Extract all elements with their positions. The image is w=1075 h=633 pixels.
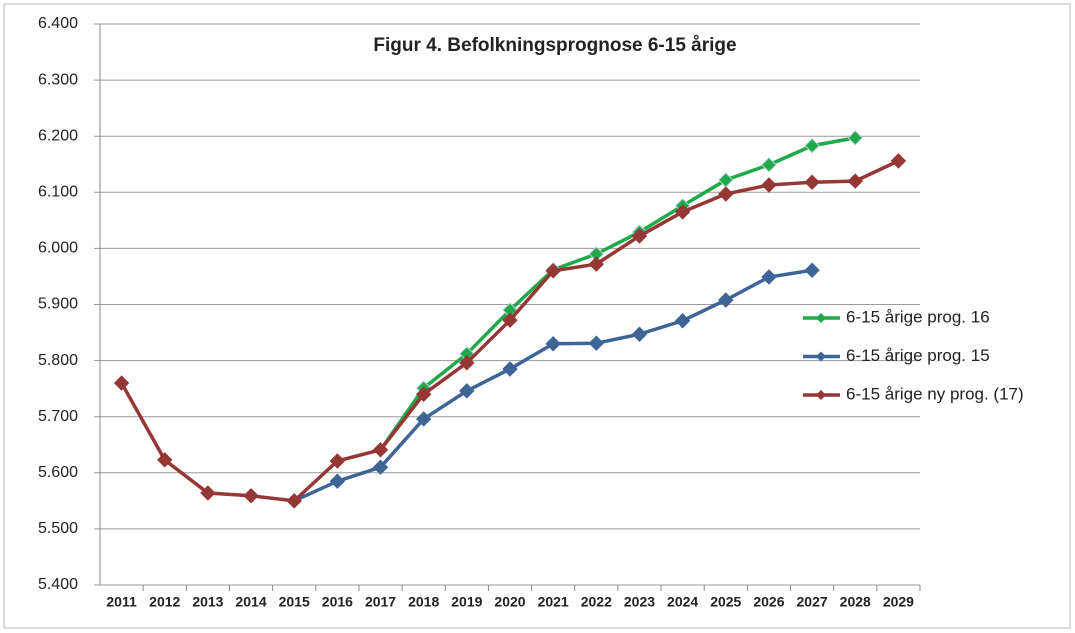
legend-marker: [816, 313, 826, 323]
marker: [545, 336, 561, 352]
x-tick-label: 2024: [667, 594, 698, 610]
marker: [804, 138, 820, 154]
x-tick-label: 2015: [279, 594, 310, 610]
marker: [415, 386, 432, 402]
x-tick-label: 2014: [235, 594, 266, 610]
y-tick-label: 5.800: [38, 352, 78, 369]
marker: [674, 313, 691, 329]
x-tick-label: 2025: [710, 594, 741, 610]
x-tick-label: 2026: [753, 594, 784, 610]
marker: [588, 256, 605, 272]
marker: [761, 157, 777, 173]
marker: [502, 361, 518, 377]
marker: [157, 452, 173, 468]
marker: [847, 130, 863, 146]
marker: [804, 174, 820, 190]
x-tick-label: 2016: [322, 594, 353, 610]
y-tick-label: 5.700: [38, 408, 78, 425]
marker: [588, 335, 605, 351]
x-tick-label: 2013: [192, 594, 223, 610]
y-tick-label: 6.400: [38, 15, 78, 32]
x-tick-label: 2023: [624, 594, 655, 610]
x-tick-label: 2019: [451, 594, 482, 610]
x-tick-label: 2021: [538, 594, 569, 610]
y-tick-label: 5.400: [38, 576, 78, 593]
marker: [631, 326, 648, 342]
legend-label: 6-15 årige prog. 16: [846, 307, 990, 326]
marker: [718, 292, 734, 308]
y-tick-label: 5.500: [38, 520, 78, 537]
legend-label: 6-15 årige ny prog. (17): [846, 384, 1024, 403]
marker: [200, 485, 216, 501]
chart-border: [3, 3, 1071, 629]
marker: [631, 228, 648, 244]
y-tick-label: 6.200: [38, 127, 78, 144]
marker: [329, 473, 346, 489]
marker: [674, 204, 691, 220]
marker: [372, 459, 389, 475]
x-tick-label: 2027: [797, 594, 828, 610]
marker: [415, 411, 432, 427]
x-tick-label: 2020: [494, 594, 525, 610]
marker: [804, 262, 820, 278]
marker: [502, 312, 518, 328]
y-tick-label: 6.000: [38, 240, 78, 257]
marker: [459, 355, 475, 371]
legend-marker: [816, 351, 826, 362]
marker: [329, 453, 346, 469]
marker: [761, 177, 777, 193]
y-tick-label: 6.300: [38, 71, 78, 88]
marker: [890, 153, 907, 169]
x-tick-label: 2011: [106, 594, 137, 610]
marker: [113, 375, 130, 391]
series-line: [379, 136, 856, 451]
marker: [545, 263, 561, 279]
y-tick-label: 5.600: [38, 464, 78, 481]
y-tick-label: 5.900: [38, 296, 78, 313]
x-tick-label: 2028: [840, 594, 871, 610]
x-tick-label: 2017: [365, 594, 396, 610]
legend-label: 6-15 årige prog. 15: [846, 346, 990, 365]
series-line: [120, 159, 900, 503]
legend-marker: [816, 390, 826, 400]
chart-title: Figur 4. Befolkningsprognose 6-15 årige: [373, 35, 736, 56]
marker: [718, 186, 734, 202]
x-tick-label: 2012: [149, 594, 180, 610]
y-tick-label: 6.100: [38, 184, 78, 201]
x-tick-label: 2018: [408, 594, 439, 610]
x-tick-label: 2029: [883, 594, 914, 610]
marker: [847, 173, 863, 189]
marker: [372, 442, 389, 458]
marker: [243, 488, 259, 504]
marker: [459, 383, 475, 399]
marker: [761, 269, 777, 285]
marker: [286, 493, 302, 509]
x-tick-label: 2022: [581, 594, 612, 610]
